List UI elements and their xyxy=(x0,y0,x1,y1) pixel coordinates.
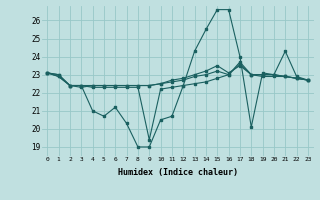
X-axis label: Humidex (Indice chaleur): Humidex (Indice chaleur) xyxy=(118,168,237,177)
